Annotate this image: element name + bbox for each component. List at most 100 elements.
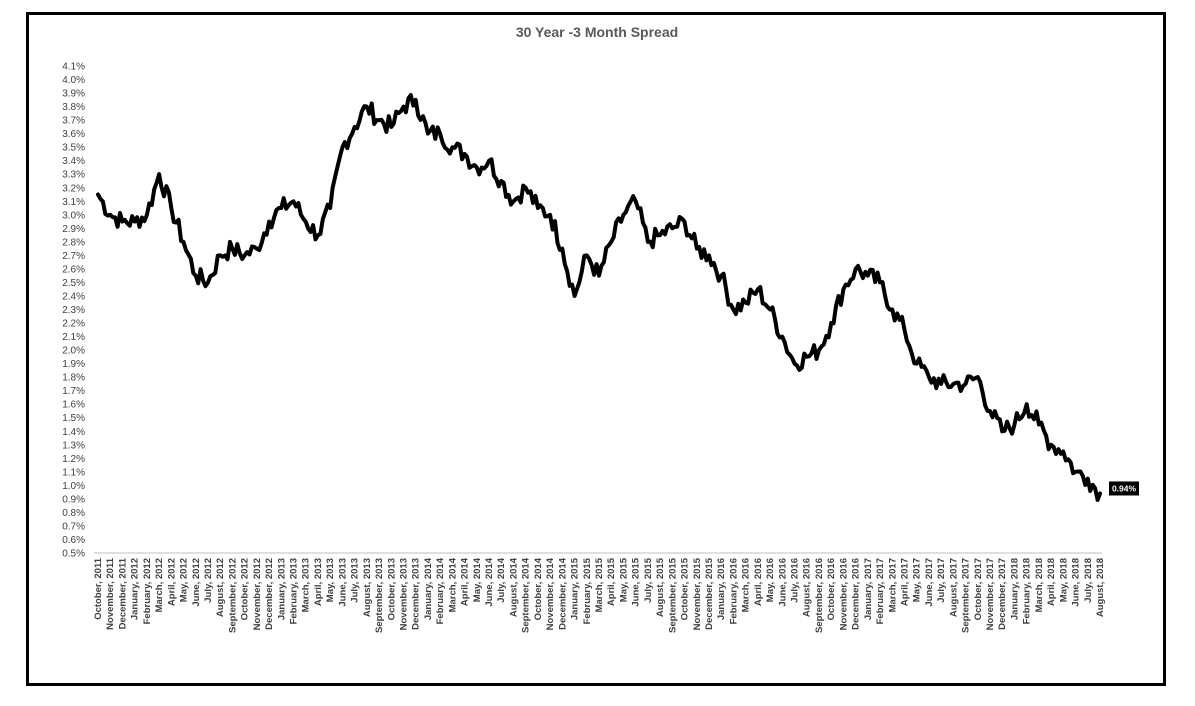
x-tick-label: March, 2012 [154,558,165,612]
y-tick-label: 3.2% [62,183,85,194]
y-axis-ticks: 0.5% 0.6% 0.7% 0.8% 0.9% 1.0% 1.1% 1.2% 1.3% 1.4%… [62,62,85,560]
x-tick-label: September, 2012 [227,558,238,633]
x-tick-label: April, 2013 [313,558,324,606]
x-tick-label: February, 2013 [289,558,300,624]
x-tick-label: October, 2016 [826,558,837,620]
x-tick-label: February, 2018 [1022,558,1033,624]
x-tick-label: June, 2012 [191,558,202,607]
y-tick-label: 3.5% [62,143,85,154]
y-tick-label: 4.0% [62,75,85,86]
chart-title: 30 Year -3 Month Spread [516,24,678,40]
x-tick-label: October, 2011 [93,557,104,620]
x-tick-label: October, 2014 [533,557,544,620]
y-tick-label: 0.6% [62,535,85,546]
y-tick-label: 2.6% [62,264,85,275]
y-tick-label: 0.9% [62,494,85,505]
y-tick-label: 3.1% [62,197,85,208]
y-tick-label: 3.4% [62,156,85,167]
y-tick-label: 2.2% [62,319,85,330]
x-tick-label: July, 2012 [203,558,214,603]
x-tick-label: December, 2017 [997,558,1008,630]
x-tick-label: October, 2013 [386,558,397,620]
x-tick-label: November, 2011 [105,557,116,630]
y-tick-label: 3.7% [62,116,85,127]
y-tick-label: 1.7% [62,386,85,397]
x-tick-label: June, 2015 [631,557,642,606]
x-axis-ticks: October, 2011 November, 2011 December, 201… [93,557,1106,633]
last-value-label-bg [1109,481,1139,496]
x-tick-label: August, 2014 [508,557,519,617]
y-tick-label: 1.5% [62,413,85,424]
y-tick-label: 3.6% [62,129,85,140]
x-tick-label: July, 2014 [496,557,507,602]
x-tick-label: February, 2012 [142,558,153,624]
x-tick-label: January, 2013 [276,558,287,620]
y-tick-label: 1.4% [62,427,85,438]
x-tick-label: April, 2015 [606,557,617,606]
y-tick-label: 2.4% [62,291,85,302]
x-tick-label: October, 2012 [240,558,251,620]
x-tick-label: March, 2016 [741,558,752,612]
x-tick-label: August, 2016 [802,558,813,617]
x-tick-label: April, 2014 [460,557,471,606]
x-tick-label: April, 2016 [753,558,764,606]
y-tick-label: 2.9% [62,224,85,235]
chart-frame [26,12,1166,686]
x-tick-label: December, 2011 [117,557,128,629]
y-tick-label: 3.0% [62,210,85,221]
y-tick-label: 0.7% [62,521,85,532]
x-tick-label: November, 2014 [545,557,556,630]
x-tick-label: May, 2017 [912,558,923,602]
x-tick-label: November, 2016 [838,558,849,630]
x-tick-label: August, 2017 [948,558,959,617]
x-tick-label: June, 2018 [1071,558,1082,607]
x-tick-label: May, 2015 [618,557,629,602]
x-tick-label: July, 2013 [350,558,361,603]
x-tick-label: September, 2014 [521,557,532,633]
x-tick-label: January, 2017 [863,558,874,620]
y-tick-label: 1.2% [62,454,85,465]
y-tick-label: 1.6% [62,400,85,411]
x-tick-label: February, 2015 [582,557,593,624]
x-tick-label: August, 2012 [215,558,226,617]
y-tick-label: 0.8% [62,508,85,519]
y-tick-label: 2.8% [62,237,85,248]
y-tick-label: 2.3% [62,305,85,316]
y-tick-label: 2.5% [62,278,85,289]
x-tick-label: March, 2013 [301,558,312,612]
x-tick-label: May, 2018 [1058,558,1069,602]
x-tick-label: October, 2015 [680,557,691,620]
x-tick-label: May, 2016 [765,558,776,602]
x-tick-label: March, 2015 [594,557,605,612]
x-tick-label: January, 2016 [716,558,727,620]
series-line [96,93,1102,502]
y-tick-label: 4.1% [62,62,85,73]
x-tick-label: January, 2014 [423,557,434,620]
x-tick-label: July, 2016 [790,558,801,603]
x-tick-label: July, 2015 [643,557,654,602]
x-tick-label: May, 2012 [179,558,190,602]
x-tick-label: January, 2018 [1009,558,1020,620]
x-tick-label: December, 2013 [411,558,422,630]
x-tick-label: September, 2015 [667,557,678,633]
x-tick-label: May, 2014 [472,557,483,602]
x-tick-label: August, 2013 [362,558,373,617]
x-tick-label: August, 2015 [655,557,666,617]
x-tick-label: September, 2017 [961,558,972,633]
y-tick-label: 3.8% [62,102,85,113]
x-tick-label: December, 2016 [851,558,862,630]
x-tick-label: January, 2012 [130,558,141,620]
x-tick-label: July, 2018 [1083,558,1094,603]
y-tick-label: 2.0% [62,346,85,357]
y-tick-label: 2.1% [62,332,85,343]
x-tick-label: February, 2016 [728,558,739,624]
x-tick-label: June, 2014 [484,557,495,606]
x-tick-label: April, 2018 [1046,558,1057,606]
x-tick-label: April, 2012 [166,558,177,606]
y-tick-label: 1.0% [62,481,85,492]
x-tick-label: November, 2015 [692,557,703,630]
x-tick-label: June, 2017 [924,558,935,607]
x-tick-label: October, 2017 [973,558,984,620]
x-tick-label: June, 2016 [777,558,788,607]
